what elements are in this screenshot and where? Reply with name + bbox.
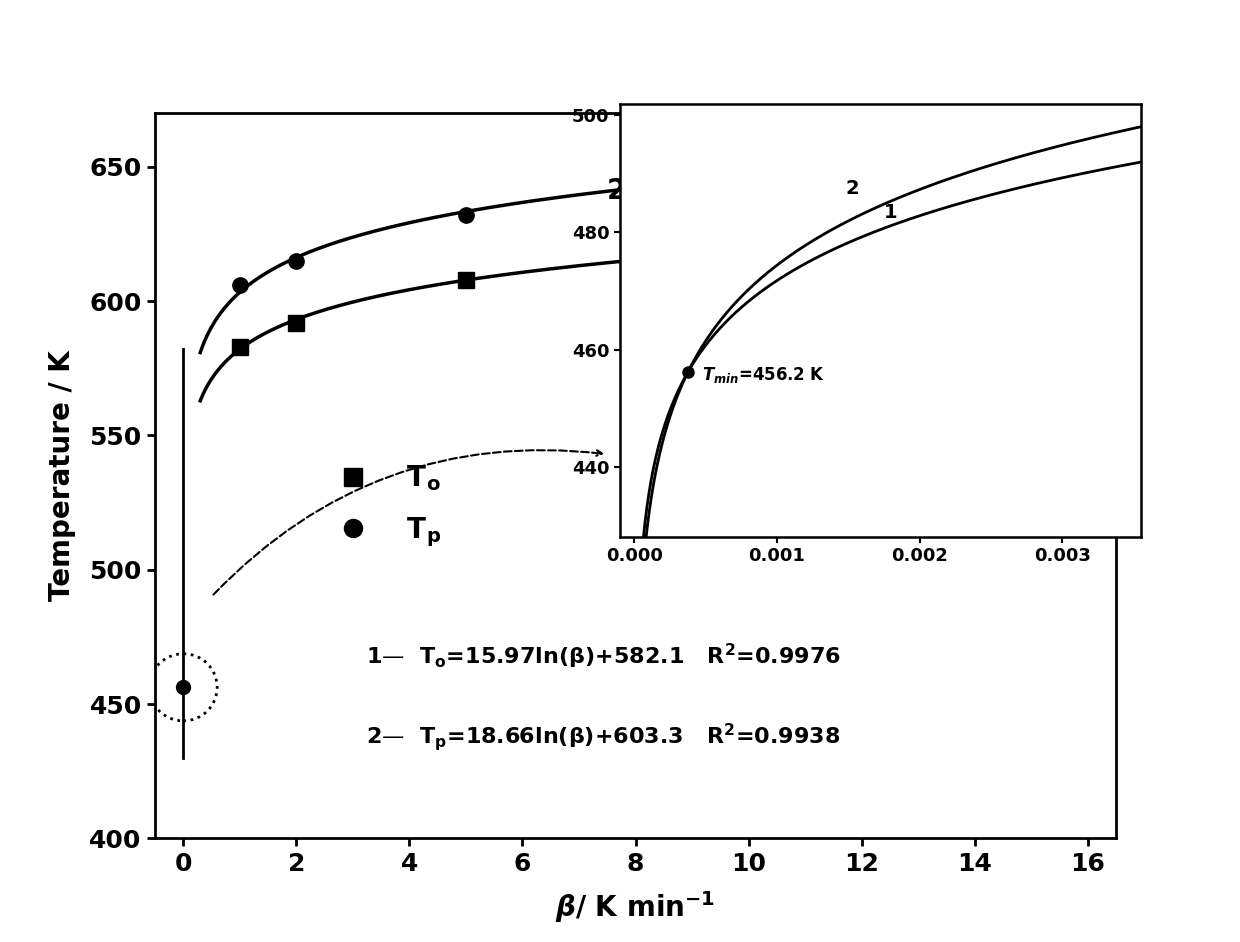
Y-axis label: Temperature / K: Temperature / K — [47, 350, 76, 601]
Text: $\mathbf{2}$—  $\mathbf{T_p}$=18.66ln($\mathbf{\beta}$)+603.3   $\mathbf{R^2}$=0: $\mathbf{2}$— $\mathbf{T_p}$=18.66ln($\m… — [367, 722, 841, 754]
Text: $\mathbf{1}$—  $\mathbf{T_o}$=15.97ln($\mathbf{\beta}$)+582.1   $\mathbf{R^2}$=0: $\mathbf{1}$— $\mathbf{T_o}$=15.97ln($\m… — [367, 642, 842, 671]
Text: 2: 2 — [608, 177, 626, 205]
Text: $T_{min}$=456.2 K: $T_{min}$=456.2 K — [702, 365, 826, 385]
Legend:    $\mathbf{T_o}$,    $\mathbf{T_p}$: $\mathbf{T_o}$, $\mathbf{T_p}$ — [342, 463, 441, 549]
Text: 1: 1 — [647, 252, 666, 280]
Text: 2: 2 — [846, 179, 859, 199]
X-axis label: $\beta$/ K min$^{-1}$: $\beta$/ K min$^{-1}$ — [556, 889, 715, 925]
Text: 1: 1 — [884, 203, 898, 221]
